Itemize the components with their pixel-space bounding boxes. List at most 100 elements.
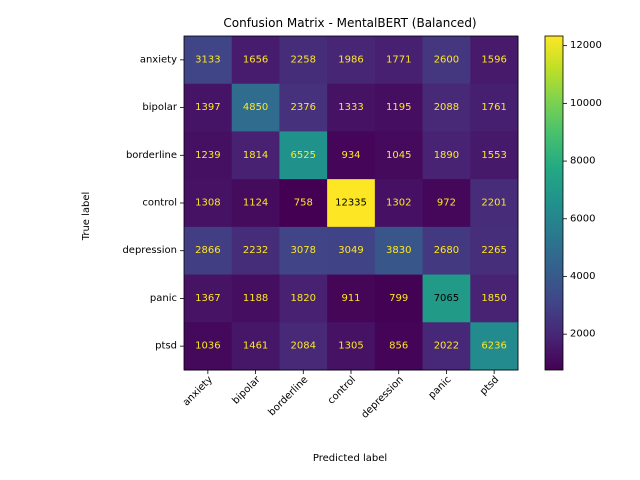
matrix-cell-value: 1188 <box>243 293 268 304</box>
matrix-cell-value: 911 <box>341 293 360 304</box>
x-axis-label: Predicted label <box>313 453 387 464</box>
matrix-cell <box>279 131 328 180</box>
matrix-cell <box>279 322 328 371</box>
colorbar-tick-label: 8000 <box>570 156 595 167</box>
colorbar-tick-label: 6000 <box>570 213 595 224</box>
x-tick-label: depression <box>359 374 405 420</box>
matrix-cell-labels: 3133 1656 2258 1986 1771 2600 1596 1397 4850 2376… <box>195 54 507 351</box>
matrix-cell-value: 758 <box>294 198 313 209</box>
x-tick-label: anxiety <box>181 374 215 408</box>
matrix-cell <box>374 322 424 371</box>
colorbar-tick-label: 4000 <box>570 271 595 282</box>
matrix-cell-value: 1461 <box>243 341 268 352</box>
matrix-cell <box>327 179 376 228</box>
matrix-cell-value: 2084 <box>291 341 316 352</box>
y-tick-label: depression <box>122 245 177 256</box>
matrix-cell-value: 1367 <box>195 293 220 304</box>
x-tick-label: panic <box>427 374 454 401</box>
matrix-cell-value: 1656 <box>243 54 268 65</box>
x-tick-label: control <box>326 374 358 406</box>
matrix-cell <box>470 83 519 132</box>
matrix-cell <box>231 36 280 85</box>
matrix-cell-value: 2232 <box>243 245 268 256</box>
matrix-cell-value: 1036 <box>195 341 220 352</box>
matrix-cell-value: 2376 <box>291 102 316 113</box>
matrix-cell-value: 4850 <box>243 102 268 113</box>
matrix-cell <box>422 131 471 180</box>
matrix-cell <box>327 36 376 85</box>
matrix-cell <box>327 226 376 276</box>
matrix-cell <box>374 131 424 180</box>
matrix-cell-value: 1045 <box>386 150 411 161</box>
matrix-cell-value: 934 <box>341 150 360 161</box>
matrix-cell-value: 2201 <box>481 198 506 209</box>
matrix-cell <box>184 322 233 371</box>
matrix-cell-value: 3078 <box>291 245 316 256</box>
matrix-cell <box>279 36 328 85</box>
matrix-cell <box>374 179 424 228</box>
matrix-cell-value: 2600 <box>434 54 459 65</box>
matrix-cell-value: 1302 <box>386 198 411 209</box>
matrix-cell <box>231 179 280 228</box>
matrix-cell-value: 856 <box>389 341 408 352</box>
matrix-cell <box>184 83 233 132</box>
matrix-cell-value: 1986 <box>338 54 363 65</box>
matrix-cell-value: 1195 <box>386 102 411 113</box>
matrix-cell-value: 3049 <box>338 245 363 256</box>
matrix-cell <box>184 226 233 276</box>
colorbar-tick-label: 10000 <box>570 98 602 109</box>
matrix-cell-value: 6236 <box>481 341 506 352</box>
matrix-cell <box>279 274 328 323</box>
matrix-cell <box>279 83 328 132</box>
matrix-cell-value: 1305 <box>338 341 363 352</box>
matrix-cell-value: 12335 <box>335 198 367 209</box>
x-tick-label: borderline <box>267 374 311 418</box>
matrix-cell-value: 1333 <box>338 102 363 113</box>
y-axis-ticks: anxiety bipolar borderline control depressio… <box>122 54 184 352</box>
matrix-cell-value: 1820 <box>291 293 316 304</box>
matrix-cell-value: 3830 <box>386 245 411 256</box>
matrix-cell <box>470 274 519 323</box>
y-tick-label: borderline <box>126 150 177 161</box>
matrix-cell-value: 2680 <box>434 245 459 256</box>
matrix-cell <box>374 83 424 132</box>
matrix-cell <box>184 131 233 180</box>
y-axis-label: True label <box>81 192 92 242</box>
matrix-cell-value: 6525 <box>291 150 316 161</box>
matrix-cell-value: 1814 <box>243 150 268 161</box>
matrix-cell <box>422 83 471 132</box>
matrix-cell <box>327 322 376 371</box>
y-tick-label: anxiety <box>140 54 177 65</box>
matrix-cell <box>231 131 280 180</box>
matrix-cell <box>470 36 519 85</box>
matrix-cell <box>184 179 233 228</box>
matrix-cell <box>184 274 233 323</box>
y-tick-label: control <box>142 198 177 209</box>
matrix-cell <box>470 322 519 371</box>
matrix-cell-value: 1239 <box>195 150 220 161</box>
matrix-cell-value: 972 <box>437 198 456 209</box>
matrix-cell-value: 2258 <box>291 54 316 65</box>
matrix-cell-value: 7065 <box>434 293 459 304</box>
colorbar-tick-label: 2000 <box>570 329 595 340</box>
y-tick-label: ptsd <box>155 341 177 352</box>
matrix-cell-value: 1308 <box>195 198 220 209</box>
matrix-cells <box>184 36 519 371</box>
matrix-cell <box>374 36 424 85</box>
x-tick-label: bipolar <box>230 374 263 407</box>
matrix-cell <box>231 274 280 323</box>
matrix-cell-value: 1596 <box>481 54 506 65</box>
matrix-cell-value: 2088 <box>434 102 459 113</box>
matrix-cell <box>327 83 376 132</box>
matrix-cell <box>279 226 328 276</box>
matrix-cell <box>422 36 471 85</box>
y-tick-label: panic <box>150 293 177 304</box>
matrix-cell-value: 1850 <box>481 293 506 304</box>
matrix-cell <box>470 226 519 276</box>
x-axis-ticks: anxiety bipolar borderline control depressio… <box>181 370 501 421</box>
chart-title: Confusion Matrix - MentalBERT (Balanced) <box>223 16 476 30</box>
x-tick-label: ptsd <box>478 374 501 397</box>
matrix-cell <box>374 274 424 323</box>
matrix-cell <box>231 83 280 132</box>
